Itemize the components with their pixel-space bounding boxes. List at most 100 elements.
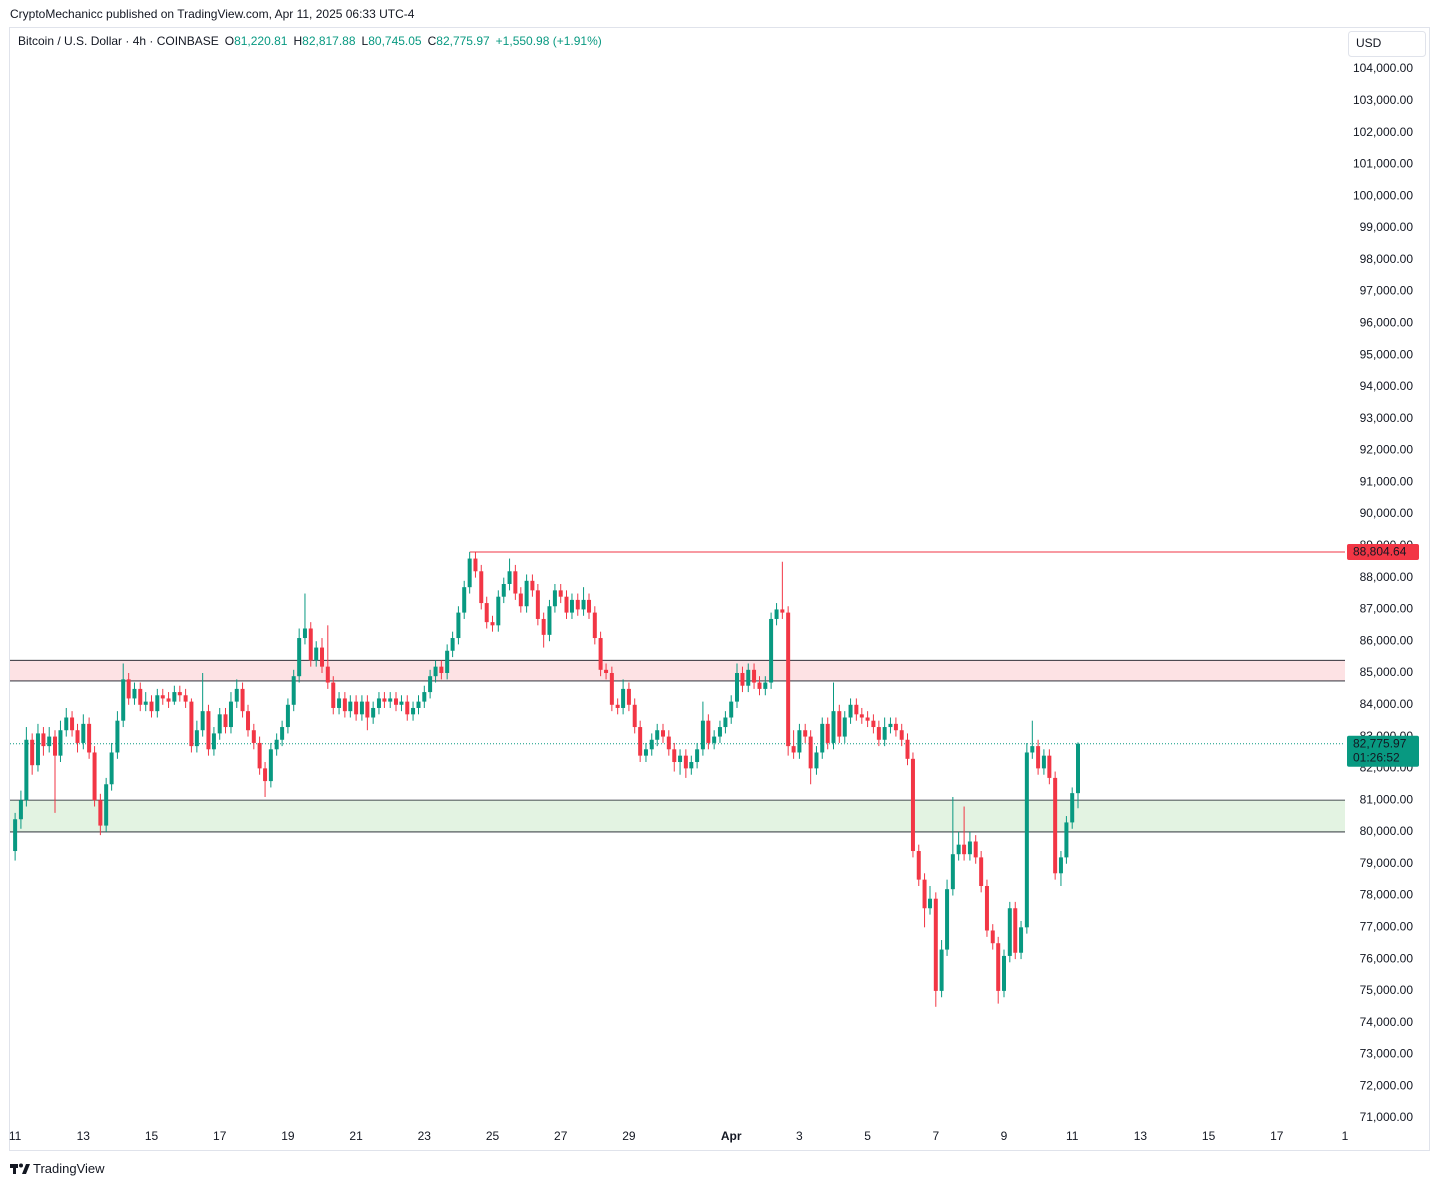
candle-body bbox=[996, 943, 1001, 991]
ohlc-key: O bbox=[225, 34, 234, 48]
y-tick-label: 76,000.00 bbox=[1360, 951, 1414, 965]
y-tick-label: 85,000.00 bbox=[1360, 665, 1414, 679]
candle-body bbox=[791, 746, 796, 753]
candle-body bbox=[513, 571, 518, 594]
candle-body bbox=[325, 666, 330, 683]
candle-body bbox=[98, 800, 103, 826]
candle-body bbox=[411, 707, 416, 715]
x-tick-label: Apr bbox=[721, 1129, 742, 1143]
y-tick-label: 88,000.00 bbox=[1360, 570, 1414, 584]
candle-body bbox=[92, 752, 97, 801]
candle-body bbox=[87, 723, 92, 753]
candle-body bbox=[365, 701, 370, 718]
y-tick-label: 97,000.00 bbox=[1360, 284, 1414, 298]
ohlc-key: C bbox=[428, 34, 437, 48]
price-tag bbox=[1347, 735, 1419, 767]
candle-body bbox=[376, 698, 381, 708]
candle-body bbox=[626, 688, 631, 705]
candle-body bbox=[695, 749, 700, 763]
ohlc-key: L bbox=[362, 34, 369, 48]
y-tick-label: 74,000.00 bbox=[1360, 1015, 1414, 1029]
price-tag bbox=[1347, 544, 1419, 561]
candle-body bbox=[1064, 822, 1069, 858]
candle-body bbox=[160, 695, 165, 699]
candle-body bbox=[609, 673, 614, 705]
candle-body bbox=[155, 695, 160, 712]
candle-body bbox=[1030, 746, 1035, 753]
candle-body bbox=[893, 723, 898, 731]
candle-body bbox=[217, 714, 222, 734]
y-tick-label: 101,000.00 bbox=[1353, 157, 1413, 171]
x-tick-label: 27 bbox=[554, 1129, 568, 1143]
y-tick-label: 91,000.00 bbox=[1360, 474, 1414, 488]
x-tick-label: 1 bbox=[1342, 1129, 1349, 1143]
candle-body bbox=[717, 727, 722, 737]
candle-body bbox=[143, 701, 148, 705]
candle-body bbox=[183, 695, 188, 702]
candle-body bbox=[109, 752, 114, 785]
candle-body bbox=[473, 558, 478, 572]
candle-body bbox=[820, 723, 825, 753]
candle-body bbox=[967, 841, 972, 855]
ohlc-value: 82,817.88 bbox=[302, 34, 356, 48]
candle-body bbox=[615, 704, 620, 708]
candle-body bbox=[433, 666, 438, 677]
candle-body bbox=[308, 628, 313, 661]
symbol-legend: Bitcoin / U.S. Dollar · 4h · COINBASE O81… bbox=[18, 34, 602, 48]
candle-body bbox=[842, 717, 847, 737]
change: +1,550.98 (+1.91%) bbox=[496, 34, 602, 48]
candle-body bbox=[678, 755, 683, 763]
candle-body bbox=[780, 609, 785, 613]
candle-body bbox=[632, 704, 637, 728]
candle-body bbox=[950, 854, 955, 890]
candle-body bbox=[558, 590, 563, 597]
y-tick-label: 92,000.00 bbox=[1360, 443, 1414, 457]
candle-body bbox=[752, 669, 757, 683]
candle-body bbox=[564, 596, 569, 613]
candle-body bbox=[104, 784, 109, 826]
candle-body bbox=[825, 723, 830, 743]
candle-body bbox=[916, 851, 921, 880]
candle-body bbox=[70, 717, 75, 731]
candle-body bbox=[683, 755, 688, 769]
y-tick-label: 104,000.00 bbox=[1353, 61, 1413, 75]
candle-body bbox=[700, 720, 705, 750]
candle-body bbox=[928, 898, 933, 909]
candle-body bbox=[13, 819, 18, 852]
y-tick-label: 75,000.00 bbox=[1360, 983, 1414, 997]
y-tick-label: 98,000.00 bbox=[1360, 252, 1414, 266]
candle-body bbox=[115, 720, 120, 753]
candle-body bbox=[547, 606, 552, 635]
candle-body bbox=[837, 711, 842, 737]
candle-body bbox=[263, 768, 268, 782]
x-tick-label: 15 bbox=[145, 1129, 159, 1143]
candle-body bbox=[939, 949, 944, 991]
candle-body bbox=[194, 730, 199, 747]
x-tick-label: 11 bbox=[1066, 1129, 1079, 1143]
candle-body bbox=[35, 733, 40, 766]
footer-brand: TradingView bbox=[33, 1161, 105, 1176]
candle-body bbox=[643, 749, 648, 756]
currency-box[interactable] bbox=[1348, 31, 1426, 57]
candle-body bbox=[757, 682, 762, 689]
candle-body bbox=[990, 930, 995, 944]
countdown: 01:26:52 bbox=[1353, 750, 1400, 764]
y-tick-label: 80,000.00 bbox=[1360, 824, 1414, 838]
x-tick-label: 17 bbox=[1270, 1129, 1284, 1143]
candle-body bbox=[53, 736, 58, 756]
x-tick-label: 23 bbox=[418, 1129, 432, 1143]
candle-body bbox=[922, 879, 927, 909]
symbol: Bitcoin / U.S. Dollar · 4h · COINBASE bbox=[18, 34, 219, 48]
candle-body bbox=[888, 723, 893, 728]
candle-body bbox=[342, 698, 347, 712]
y-tick-label: 81,000.00 bbox=[1360, 792, 1414, 806]
candle-body bbox=[706, 720, 711, 743]
candle-body bbox=[439, 666, 444, 674]
y-tick-label: 87,000.00 bbox=[1360, 602, 1414, 616]
candle-body bbox=[24, 739, 29, 801]
candle-body bbox=[166, 698, 171, 702]
y-tick-label: 77,000.00 bbox=[1360, 919, 1414, 933]
candle-body bbox=[1013, 908, 1018, 953]
currency: USD bbox=[1356, 36, 1382, 50]
